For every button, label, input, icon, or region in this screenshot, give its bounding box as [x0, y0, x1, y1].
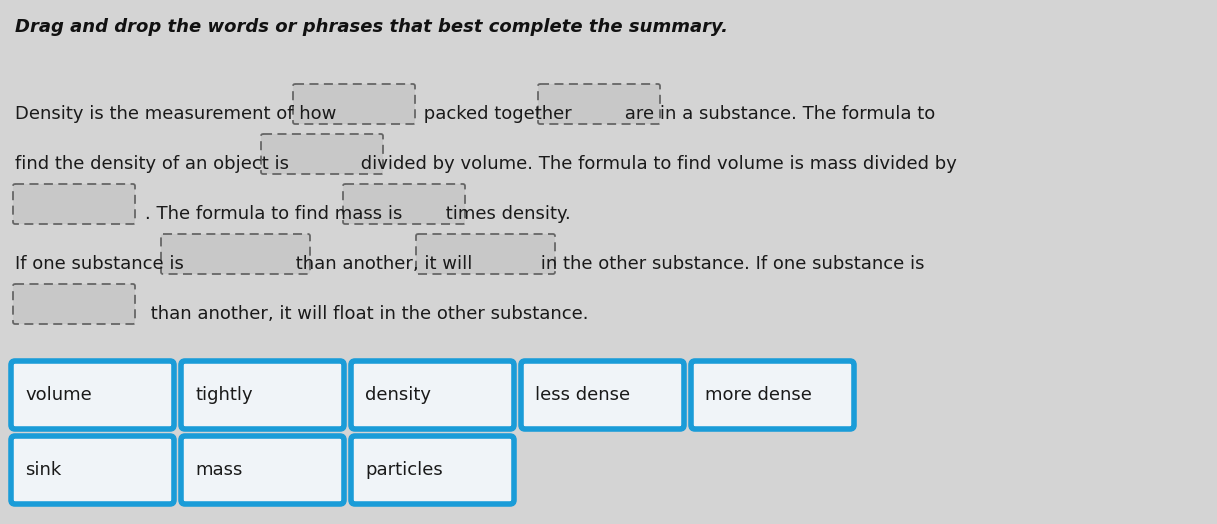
Text: sink: sink — [26, 461, 61, 479]
FancyBboxPatch shape — [11, 436, 174, 504]
Text: Drag and drop the words or phrases that best complete the summary.: Drag and drop the words or phrases that … — [15, 18, 728, 36]
Text: in the other substance. If one substance is: in the other substance. If one substance… — [535, 255, 925, 273]
FancyBboxPatch shape — [181, 436, 344, 504]
FancyBboxPatch shape — [13, 184, 135, 224]
Text: particles: particles — [365, 461, 443, 479]
Text: more dense: more dense — [705, 386, 812, 404]
FancyBboxPatch shape — [13, 284, 135, 324]
FancyBboxPatch shape — [343, 184, 465, 224]
Text: packed together: packed together — [417, 105, 578, 123]
Text: are in a substance. The formula to: are in a substance. The formula to — [619, 105, 935, 123]
FancyBboxPatch shape — [350, 361, 514, 429]
FancyBboxPatch shape — [538, 84, 660, 124]
FancyBboxPatch shape — [260, 134, 383, 174]
Text: find the density of an object is: find the density of an object is — [15, 155, 295, 173]
FancyBboxPatch shape — [181, 361, 344, 429]
Text: . The formula to find mass is: . The formula to find mass is — [145, 205, 408, 223]
FancyBboxPatch shape — [161, 234, 310, 274]
FancyBboxPatch shape — [11, 361, 174, 429]
FancyBboxPatch shape — [350, 436, 514, 504]
Text: less dense: less dense — [535, 386, 630, 404]
Text: times density.: times density. — [441, 205, 571, 223]
FancyBboxPatch shape — [416, 234, 555, 274]
Text: If one substance is: If one substance is — [15, 255, 190, 273]
FancyBboxPatch shape — [293, 84, 415, 124]
Text: density: density — [365, 386, 431, 404]
FancyBboxPatch shape — [691, 361, 854, 429]
Text: volume: volume — [26, 386, 91, 404]
Text: Density is the measurement of how: Density is the measurement of how — [15, 105, 342, 123]
Text: than another, it will float in the other substance.: than another, it will float in the other… — [145, 305, 589, 323]
Text: mass: mass — [195, 461, 242, 479]
Text: divided by volume. The formula to find volume is mass divided by: divided by volume. The formula to find v… — [355, 155, 957, 173]
FancyBboxPatch shape — [521, 361, 684, 429]
Text: than another, it will: than another, it will — [290, 255, 478, 273]
Text: tightly: tightly — [195, 386, 253, 404]
